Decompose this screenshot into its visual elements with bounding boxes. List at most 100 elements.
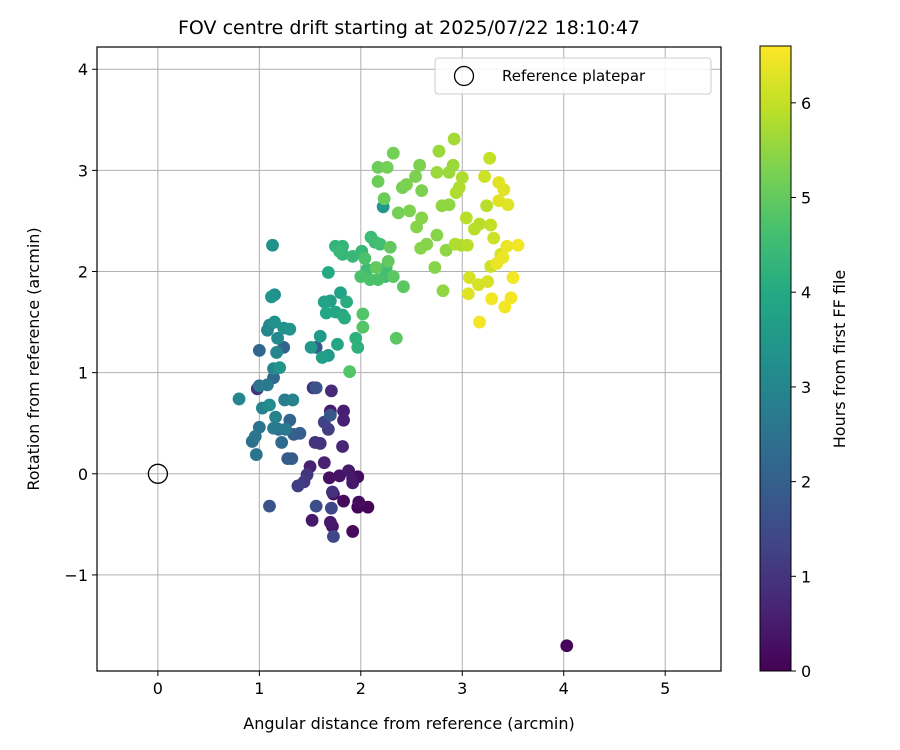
data-point-164 — [461, 287, 475, 301]
data-point-87 — [321, 266, 335, 279]
data-point-62 — [232, 392, 246, 406]
data-point-146 — [452, 181, 466, 194]
data-point-14 — [346, 476, 360, 490]
data-point-38 — [323, 408, 337, 422]
data-point-135 — [428, 261, 442, 274]
data-point-85 — [331, 337, 344, 351]
data-point-52 — [249, 448, 263, 461]
colorbar-tick-label-0: 0 — [801, 662, 811, 681]
data-point-3 — [337, 494, 350, 508]
data-point-71 — [268, 315, 281, 329]
data-point-129 — [415, 184, 429, 198]
data-point-53 — [248, 429, 262, 443]
data-point-171 — [500, 239, 514, 253]
colorbar: 0 1 2 3 4 5 6 Hours from first FF file — [759, 45, 849, 681]
data-point-96 — [333, 244, 346, 258]
data-point-136 — [439, 243, 453, 257]
data-point-33 — [327, 530, 340, 543]
data-point-57 — [267, 421, 280, 435]
data-point-4 — [352, 495, 366, 509]
data-point-177 — [473, 315, 486, 329]
data-point-153 — [473, 217, 486, 231]
data-point-141 — [430, 166, 444, 179]
legend: Reference platepar — [434, 57, 712, 95]
data-point-115 — [383, 240, 397, 254]
data-point-175 — [504, 291, 518, 305]
x-tick-label-3: 3 — [457, 679, 467, 698]
data-point-113 — [386, 270, 400, 283]
data-point-19 — [337, 404, 350, 418]
data-point-112 — [389, 331, 403, 345]
data-point-116 — [381, 255, 395, 268]
data-point-66 — [271, 331, 285, 345]
data-point-140 — [432, 144, 446, 158]
colorbar-tick-label-4: 4 — [801, 283, 811, 302]
data-point-156 — [484, 218, 498, 232]
data-point-29 — [291, 479, 305, 493]
x-axis-ticks: 0 1 2 3 4 5 — [153, 671, 670, 698]
data-point-157 — [478, 170, 491, 183]
plot-frame — [96, 46, 722, 672]
x-axis-label: Angular distance from reference (arcmin) — [243, 714, 574, 733]
data-points — [232, 132, 574, 653]
data-point-76 — [304, 340, 318, 354]
x-tick-label-5: 5 — [660, 679, 670, 698]
data-point-21 — [336, 440, 349, 453]
data-point-16 — [317, 456, 331, 470]
legend-label: Reference platepar — [502, 67, 646, 85]
colorbar-ticks: 0 1 2 3 4 5 6 — [791, 94, 811, 681]
data-point-173 — [506, 271, 520, 284]
data-point-78 — [313, 329, 327, 343]
data-point-161 — [462, 271, 476, 284]
data-point-122 — [386, 146, 400, 160]
data-point-108 — [363, 273, 377, 287]
data-point-114 — [397, 280, 410, 294]
data-point-73 — [283, 322, 297, 336]
data-point-12 — [323, 515, 337, 529]
reference-marker-group — [147, 463, 169, 484]
y-tick-label-2: 1 — [78, 364, 88, 383]
data-point-81 — [317, 295, 331, 309]
data-point-143 — [447, 132, 461, 146]
data-point-121 — [380, 160, 394, 174]
data-point-22 — [324, 384, 338, 398]
data-point-119 — [371, 175, 385, 188]
data-point-79 — [315, 351, 329, 364]
data-point-110 — [356, 307, 370, 321]
data-point-70 — [263, 398, 276, 412]
data-point-11 — [305, 513, 319, 527]
data-point-118 — [377, 192, 391, 206]
y-tick-label-0: −1 — [64, 566, 88, 585]
data-point-168 — [501, 198, 515, 212]
data-point-24 — [325, 485, 339, 499]
data-point-144 — [442, 166, 456, 179]
grid — [97, 47, 721, 671]
data-point-43 — [293, 426, 307, 440]
data-point-36 — [263, 499, 276, 513]
data-point-49 — [275, 436, 289, 449]
data-point-111 — [356, 320, 370, 334]
y-tick-label-1: 0 — [78, 465, 88, 484]
data-point-150 — [460, 238, 474, 252]
data-point-120 — [371, 160, 385, 174]
data-point-166 — [497, 183, 511, 196]
data-point-151 — [459, 211, 473, 225]
data-point-131 — [415, 211, 429, 225]
colorbar-tick-label-2: 2 — [801, 473, 811, 492]
colorbar-tick-label-6: 6 — [801, 94, 811, 113]
legend-box — [434, 57, 712, 95]
data-point-163 — [481, 275, 495, 289]
data-point-46 — [252, 344, 266, 357]
data-point-138 — [442, 198, 456, 212]
colorbar-tick-label-3: 3 — [801, 378, 811, 397]
colorbar-label: Hours from first FF file — [830, 270, 849, 449]
y-axis-ticks: −1 0 1 2 3 4 — [64, 60, 97, 585]
data-point-109 — [343, 365, 357, 379]
data-point-154 — [480, 199, 494, 213]
data-point-35 — [309, 499, 323, 513]
data-point-102 — [373, 237, 387, 251]
data-point-174 — [485, 292, 499, 306]
data-point-133 — [414, 241, 428, 255]
data-point-2 — [346, 525, 360, 538]
data-point-13 — [342, 464, 356, 478]
